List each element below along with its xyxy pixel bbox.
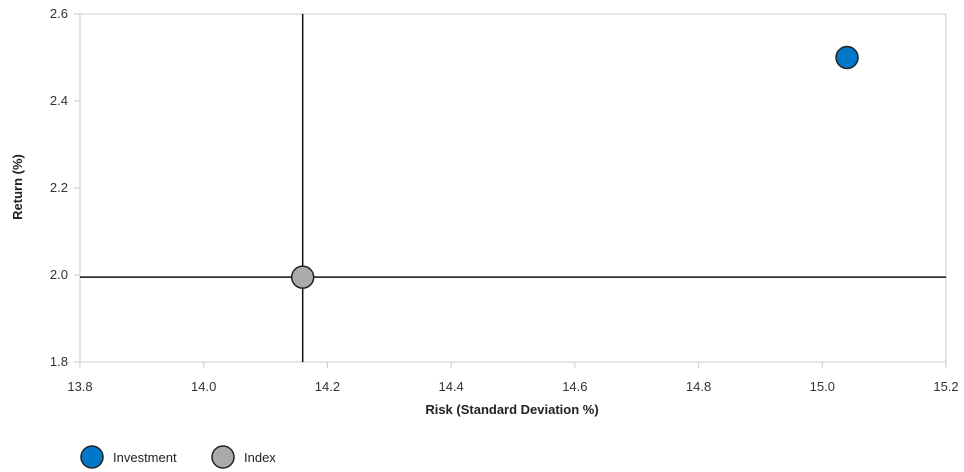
x-tick-label: 14.2: [315, 379, 340, 394]
legend-swatch-index: [211, 445, 235, 469]
y-axis-ticks: 1.8 2.0 2.2 2.4 2.6: [50, 6, 80, 369]
y-axis-title: Return (%): [10, 154, 25, 220]
x-axis-title: Risk (Standard Deviation %): [425, 402, 598, 417]
legend-label-investment: Investment: [113, 450, 177, 465]
plot-frame: [79, 13, 947, 363]
x-tick-label: 14.8: [686, 379, 711, 394]
x-tick-label: 14.4: [438, 379, 463, 394]
data-points: [290, 45, 859, 289]
x-tick-label: 13.8: [67, 379, 92, 394]
legend-item-investment[interactable]: Investment: [80, 445, 177, 469]
x-tick-label: 15.2: [933, 379, 958, 394]
legend-swatch-investment: [80, 445, 104, 469]
y-tick-label: 2.0: [50, 267, 68, 282]
y-tick-label: 2.2: [50, 180, 68, 195]
data-point-investment[interactable]: [835, 45, 859, 70]
x-tick-label: 15.0: [810, 379, 835, 394]
plot-area-border: [79, 13, 947, 363]
reference-lines: [80, 14, 946, 362]
legend-label-index: Index: [244, 450, 276, 465]
legend-item-index[interactable]: Index: [211, 445, 276, 469]
x-tick-label: 14.6: [562, 379, 587, 394]
legend: Investment Index: [80, 445, 276, 469]
y-tick-label: 1.8: [50, 354, 68, 369]
x-tick-label: 14.0: [191, 379, 216, 394]
y-tick-label: 2.4: [50, 93, 68, 108]
x-axis-ticks: 13.8 14.0 14.2 14.4 14.6 14.8 15.0 15.2: [67, 362, 959, 394]
data-point-index[interactable]: [290, 265, 315, 289]
y-tick-label: 2.6: [50, 6, 68, 21]
